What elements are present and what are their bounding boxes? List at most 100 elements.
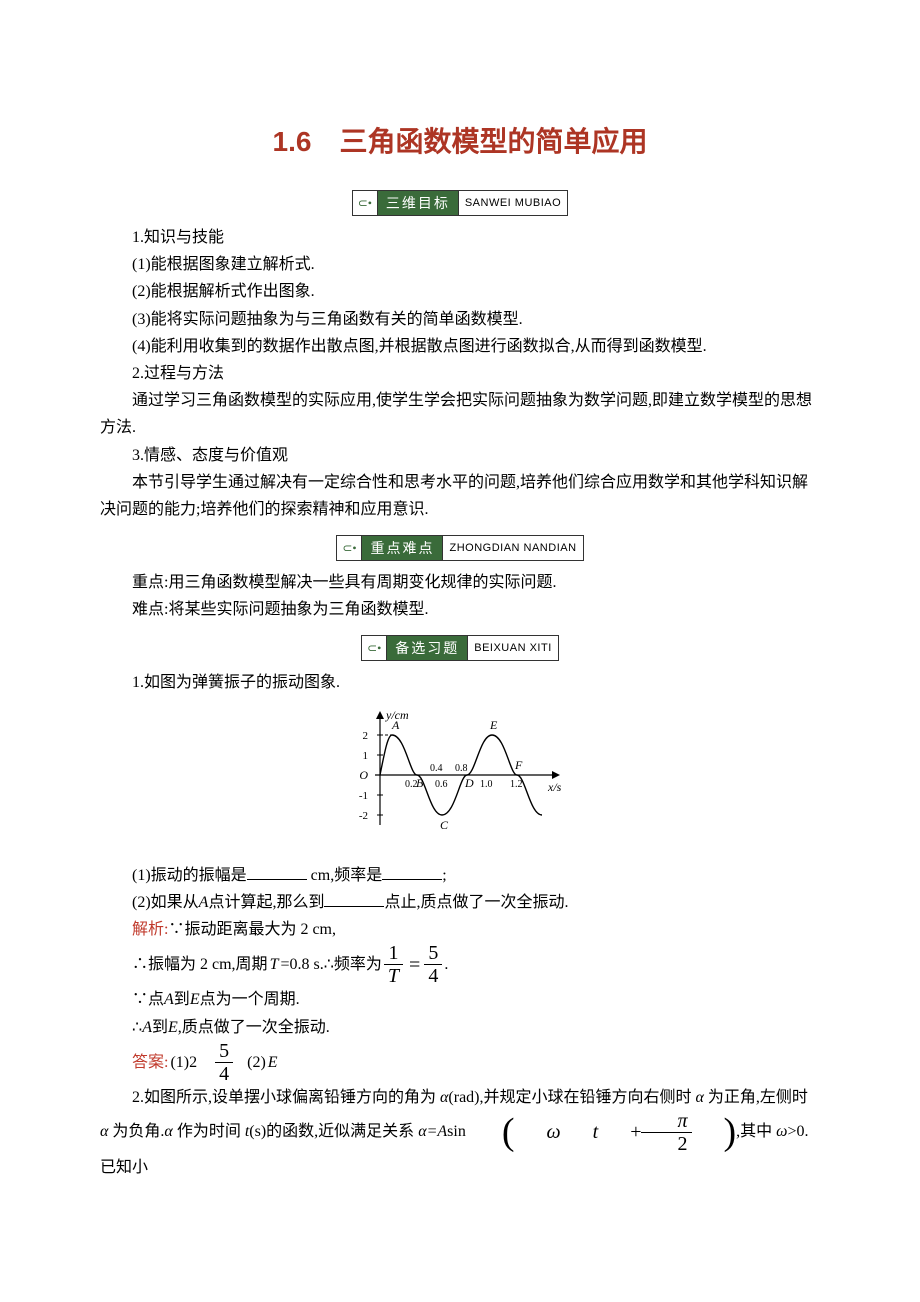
pill-arrow-icon: ⊂• <box>337 536 362 560</box>
text: (2)如果从 <box>132 894 199 911</box>
ytick-n1: -1 <box>359 790 368 802</box>
xtick: 0.8 <box>455 763 468 774</box>
var-omega: ω <box>776 1123 787 1140</box>
heading-1: 1.知识与技能 <box>100 224 820 251</box>
pill-arrow-icon: ⊂• <box>353 191 378 215</box>
xtick: 1.0 <box>480 779 493 790</box>
pill-ch-label: 备选习题 <box>387 636 468 660</box>
left-paren-icon: ( <box>470 1117 515 1147</box>
var-alpha: α <box>418 1123 426 1140</box>
xtick: 0.4 <box>430 763 443 774</box>
section-pill-exercises: ⊂• 备选习题 BEIXUAN XITI <box>100 635 820 661</box>
keypoint-line: 重点:用三角函数模型解决一些具有周期变化规律的实际问题. <box>100 569 820 596</box>
point-B: B <box>416 776 424 790</box>
text: (1)振动的振幅是 <box>132 867 247 884</box>
var-T: T <box>270 951 279 978</box>
equals-sign: = <box>409 948 420 982</box>
text: ∴振幅为 2 cm,周期 <box>132 951 268 978</box>
blank-input <box>247 863 307 880</box>
numerator: 1 <box>384 943 403 965</box>
heading-2: 2.过程与方法 <box>100 360 820 387</box>
point-E: E <box>489 718 498 732</box>
pill-arrow-icon: ⊂• <box>362 636 387 660</box>
ytick-1: 1 <box>363 750 369 762</box>
numerator: π <box>641 1111 691 1133</box>
text: (rad),并规定小球在铅锤方向右侧时 <box>448 1089 695 1106</box>
var-alpha: α <box>164 1123 172 1140</box>
pill-ch-label: 三维目标 <box>378 191 459 215</box>
var: E <box>190 991 200 1008</box>
var: E <box>268 1049 278 1076</box>
text: 点止,质点做了一次全振动. <box>384 894 568 911</box>
period: . <box>444 951 448 978</box>
difficulty-line: 难点:将某些实际问题抽象为三角函数模型. <box>100 596 820 623</box>
pill-pinyin-label: ZHONGDIAN NANDIAN <box>443 536 582 560</box>
para-3: 本节引导学生通过解决有一定综合性和思考水平的问题,培养他们综合应用数学和其他学科… <box>100 469 820 523</box>
eq-A: =A <box>427 1123 448 1140</box>
text: ∵点 <box>132 991 164 1008</box>
heading-3: 3.情感、态度与价值观 <box>100 442 820 469</box>
text: =0.8 s.∴频率为 <box>280 951 381 978</box>
text: ,其中 <box>736 1123 776 1140</box>
var-omega: ω <box>515 1115 561 1149</box>
fraction-pi-over-2: π 2 <box>641 1111 691 1154</box>
denominator: 4 <box>215 1063 233 1084</box>
x-axis-label: x/s <box>547 780 562 794</box>
section-pill-goals: ⊂• 三维目标 SANWEI MUBIAO <box>100 190 820 216</box>
item-1-3: (3)能将实际问题抽象为与三角函数有关的简单函数模型. <box>100 306 820 333</box>
text: ; <box>442 867 446 884</box>
text: 作为时间 <box>173 1123 245 1140</box>
item-1-1: (1)能根据图象建立解析式. <box>100 251 820 278</box>
ytick-n2: -2 <box>359 810 368 822</box>
plus: + <box>598 1115 641 1149</box>
text: 2.如图所示,设单摆小球偏离铅锤方向的角为 <box>132 1089 440 1106</box>
q1-sub2: (2)如果从A点计算起,那么到 点止,质点做了一次全振动. <box>100 889 820 916</box>
text: (2) <box>247 1049 266 1076</box>
solution-line-1: 解析:∵振动距离最大为 2 cm, <box>100 916 820 943</box>
answer-line: 答案: (1)2 5 4 (2)E <box>132 1041 820 1084</box>
solution-label: 解析: <box>132 921 168 938</box>
var-alpha: α <box>696 1089 704 1106</box>
point-F: F <box>514 758 523 772</box>
origin-label: O <box>359 768 368 782</box>
blank-input <box>382 863 442 880</box>
sin: sin <box>447 1123 466 1140</box>
xtick: 1.2 <box>510 779 523 790</box>
para-2-text: 通过学习三角函数模型的实际应用,使学生学会把实际问题抽象为数学问题,即建立数学模… <box>100 392 812 436</box>
q2-line1: 2.如图所示,设单摆小球偏离铅锤方向的角为 α(rad),并规定小球在铅锤方向右… <box>100 1084 820 1181</box>
denominator: T <box>384 965 403 986</box>
answer-label: 答案: <box>132 1049 168 1076</box>
fraction-5-over-4-ans: 5 4 <box>215 1041 233 1084</box>
text: 点计算起,那么到 <box>208 894 324 911</box>
text: ∴ <box>132 1019 142 1036</box>
pill-ch-label: 重点难点 <box>362 536 443 560</box>
solution-line-3: ∵点A到E点为一个周期. <box>100 986 820 1013</box>
q1-stem: 1.如图为弹簧振子的振动图象. <box>100 669 820 696</box>
text: ,质点做了一次全振动. <box>178 1019 330 1036</box>
xtick: 0.6 <box>435 779 448 790</box>
item-1-2: (2)能根据解析式作出图象. <box>100 278 820 305</box>
para-3-text: 本节引导学生通过解决有一定综合性和思考水平的问题,培养他们综合应用数学和其他学科… <box>100 474 808 518</box>
blank-input <box>324 890 384 907</box>
pill-pinyin-label: BEIXUAN XITI <box>468 636 558 660</box>
denominator: 2 <box>641 1133 691 1154</box>
vibration-chart: 2 1 -1 -2 O 0.2 0.4 0.8 0.6 1.0 1.2 A B … <box>100 705 820 854</box>
var: A <box>142 1019 152 1036</box>
item-1-4: (4)能利用收集到的数据作出散点图,并根据散点图进行函数拟合,从而得到函数模型. <box>100 333 820 360</box>
point-D: D <box>464 776 474 790</box>
text: 点为一个周期. <box>200 991 300 1008</box>
q1-sub1: (1)振动的振幅是 cm,频率是; <box>100 862 820 889</box>
fraction-1-over-T: 1 T <box>384 943 403 986</box>
right-paren-icon: ) <box>692 1117 737 1147</box>
var-t: t <box>561 1115 599 1149</box>
page-title: 1.6 三角函数模型的简单应用 <box>100 120 820 160</box>
text: 为负角. <box>108 1123 164 1140</box>
text: ∵振动距离最大为 2 cm, <box>168 921 336 938</box>
denominator: 4 <box>424 965 442 986</box>
text: (s)的函数,近似满足关系 <box>249 1123 418 1140</box>
pill-pinyin-label: SANWEI MUBIAO <box>459 191 567 215</box>
var: A <box>164 991 174 1008</box>
var-A: A <box>199 894 209 911</box>
solution-line-4: ∴A到E,质点做了一次全振动. <box>100 1014 820 1041</box>
numerator: 5 <box>424 943 442 965</box>
